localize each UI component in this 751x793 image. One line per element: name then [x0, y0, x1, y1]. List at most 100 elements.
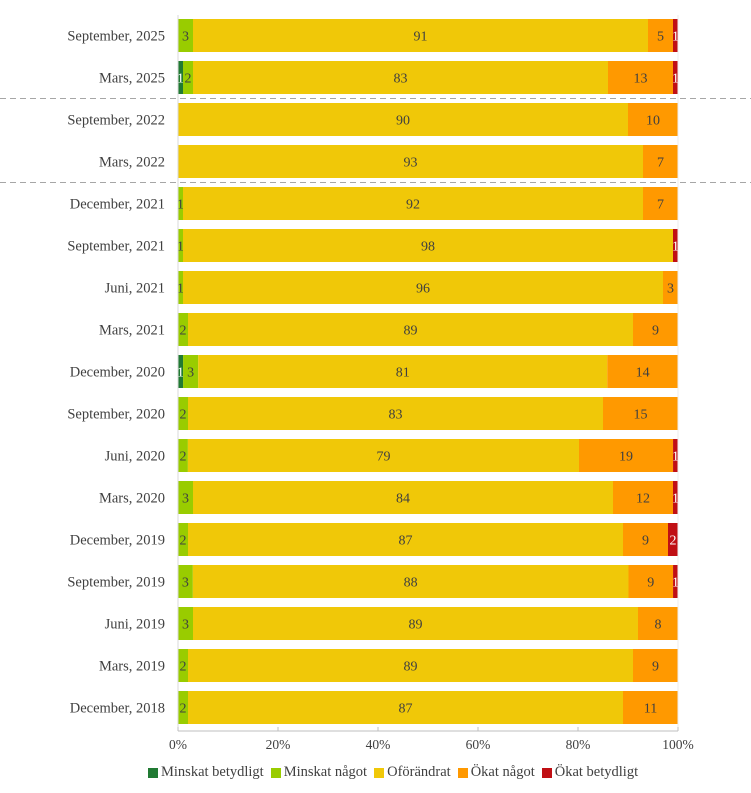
data-label: 87	[399, 702, 413, 717]
bar-segment-minskat-n-got	[183, 61, 193, 94]
bar-segment--kat-betydligt	[673, 481, 678, 514]
legend-label: Minskat betydligt	[161, 764, 264, 780]
category-label: December, 2019	[70, 533, 165, 549]
legend-item: Minskat något	[270, 764, 367, 781]
bar-row: 2 83 15	[178, 397, 678, 430]
bar-segment-of-r-ndrat	[193, 61, 608, 94]
data-label: 2	[180, 324, 187, 339]
bar-segment-minskat-n-got	[178, 439, 188, 472]
bar-segment--kat-betydligt	[673, 229, 678, 262]
data-label: 1	[177, 198, 184, 213]
bar-row: 1 2 83 13 1	[177, 61, 679, 94]
bar-segment-minskat-n-got	[178, 229, 183, 262]
legend: Minskat betydligt Minskat något Oförändrat…	[148, 764, 645, 781]
data-label: 79	[376, 450, 390, 465]
bar-row: 2 87 9 2	[178, 523, 678, 556]
data-label: 3	[182, 618, 189, 633]
legend-label: Ökat betydligt	[554, 764, 639, 780]
bar-segment-of-r-ndrat	[188, 313, 633, 346]
category-label: Mars, 2020	[99, 491, 165, 507]
data-label: 1	[177, 366, 184, 381]
x-tick-label: 20%	[266, 737, 291, 752]
category-label: September, 2019	[67, 575, 165, 591]
data-label: 2	[185, 72, 192, 87]
data-label: 89	[404, 324, 418, 339]
bar-segment-minskat-n-got	[178, 313, 188, 346]
category-label: Juni, 2021	[105, 281, 165, 297]
data-label: 19	[619, 450, 633, 465]
bar-segment--kat-betydligt	[673, 19, 678, 52]
data-label: 13	[634, 72, 648, 87]
bar-segment-of-r-ndrat	[193, 19, 648, 52]
data-label: 83	[389, 408, 403, 423]
bar-row: 2 89 9	[178, 649, 678, 682]
legend-swatch	[541, 767, 552, 778]
bar-segment--kat-n-got	[608, 61, 673, 94]
bar-segment--kat-n-got	[643, 145, 678, 178]
data-label: 1	[177, 240, 184, 255]
legend-label: Ökat något	[470, 764, 535, 780]
data-label: 3	[667, 282, 674, 297]
legend-item: Minskat betydligt	[148, 764, 264, 781]
data-label: 98	[421, 240, 435, 255]
data-label: 81	[396, 366, 410, 381]
bar-segment-minskat-n-got	[178, 397, 188, 430]
data-label: 9	[647, 576, 654, 591]
data-label: 93	[404, 156, 418, 171]
bar-row: 3 88 9 1	[178, 565, 679, 598]
data-label: 87	[399, 534, 413, 549]
category-label: Mars, 2019	[99, 659, 165, 675]
data-label: 2	[180, 534, 187, 549]
legend-swatch	[457, 767, 468, 778]
bar-segment-of-r-ndrat	[187, 439, 579, 472]
data-label: 8	[655, 618, 662, 633]
bar-segment--kat-n-got	[633, 313, 678, 346]
data-label: 2	[670, 534, 677, 549]
bar-row: 90 10	[178, 103, 678, 136]
bar-segment-of-r-ndrat	[183, 271, 663, 304]
bar-row: 93 7	[178, 145, 678, 178]
bar-row: 2 87 11	[178, 691, 678, 724]
bar-segment-of-r-ndrat	[198, 355, 608, 388]
bar-segment-of-r-ndrat	[192, 565, 629, 598]
bar-segment-minskat-n-got	[178, 565, 193, 598]
bar-segment-minskat-n-got	[183, 355, 199, 388]
category-label: December, 2020	[70, 365, 165, 381]
legend-item: Ökat något	[457, 764, 535, 781]
data-label: 12	[636, 492, 650, 507]
bar-row: 3 91 5 1	[178, 19, 679, 52]
data-label: 14	[636, 366, 650, 381]
bar-row: 1 98 1	[177, 229, 679, 262]
x-tick-label: 0%	[169, 737, 187, 752]
bar-row: 1 3 81 14	[177, 355, 678, 388]
bar-row: 3 89 8	[178, 607, 678, 640]
x-tick-label: 100%	[662, 737, 694, 752]
bar-segment--kat-n-got	[663, 271, 678, 304]
data-label: 1	[672, 450, 679, 465]
data-label: 3	[182, 492, 189, 507]
legend-swatch	[270, 767, 281, 778]
category-label: Mars, 2021	[99, 323, 165, 339]
data-label: 2	[180, 408, 187, 423]
data-label: 11	[644, 702, 657, 717]
data-label: 84	[396, 492, 410, 507]
bar-segment--kat-n-got	[623, 523, 668, 556]
data-label: 88	[404, 576, 418, 591]
data-label: 7	[657, 156, 664, 171]
category-label: Juni, 2020	[105, 449, 165, 465]
data-label: 90	[396, 114, 410, 129]
bar-segment-of-r-ndrat	[193, 607, 638, 640]
bar-segment--kat-n-got	[628, 565, 674, 598]
bar-segment--kat-n-got	[648, 19, 673, 52]
bar-row: 3 84 12 1	[178, 481, 679, 514]
data-label: 2	[180, 702, 187, 717]
category-label: Mars, 2022	[99, 155, 165, 171]
bar-segment--kat-betydligt	[673, 61, 678, 94]
bar-segment--kat-n-got	[607, 355, 678, 388]
data-label: 92	[406, 198, 420, 213]
bar-segment-minskat-n-got	[178, 19, 193, 52]
data-label: 3	[182, 576, 189, 591]
data-label: 1	[672, 492, 679, 507]
data-label: 2	[180, 660, 187, 675]
